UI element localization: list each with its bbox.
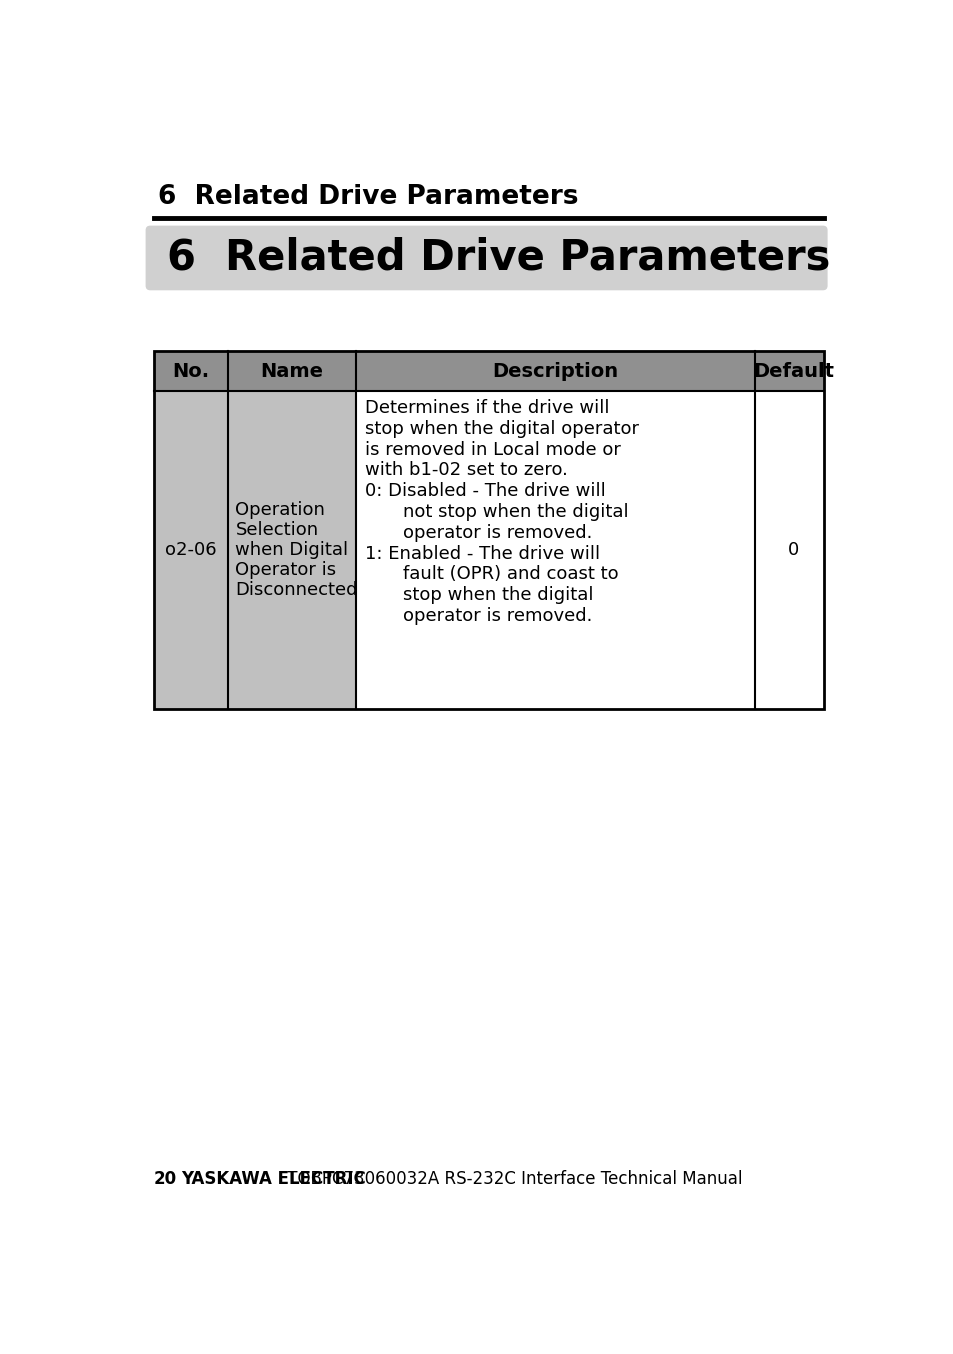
- Text: Name: Name: [260, 362, 323, 380]
- Text: operator is removed.: operator is removed.: [380, 524, 592, 542]
- Text: Description: Description: [492, 362, 618, 380]
- Text: o2-06: o2-06: [165, 542, 216, 559]
- Bar: [754, 391, 831, 709]
- Text: 0: Disabled - The drive will: 0: Disabled - The drive will: [365, 482, 605, 500]
- Text: stop when the digital: stop when the digital: [380, 586, 594, 604]
- Text: not stop when the digital: not stop when the digital: [380, 504, 628, 521]
- Text: No.: No.: [172, 362, 210, 380]
- Text: is removed in Local mode or: is removed in Local mode or: [365, 440, 620, 459]
- Text: YASKAWA ELECTRIC: YASKAWA ELECTRIC: [181, 1170, 366, 1187]
- Bar: [228, 391, 355, 709]
- Text: fault (OPR) and coast to: fault (OPR) and coast to: [380, 566, 618, 584]
- Text: TOBPC73060032A RS-232C Interface Technical Manual: TOBPC73060032A RS-232C Interface Technic…: [281, 1170, 741, 1187]
- Bar: [154, 351, 823, 709]
- Text: operator is removed.: operator is removed.: [380, 607, 592, 626]
- Text: Operator is: Operator is: [235, 561, 336, 580]
- Text: 6  Related Drive Parameters: 6 Related Drive Parameters: [158, 184, 578, 210]
- Text: Disconnected: Disconnected: [235, 581, 357, 600]
- FancyBboxPatch shape: [146, 226, 827, 290]
- Bar: [154, 351, 823, 391]
- Text: 6  Related Drive Parameters: 6 Related Drive Parameters: [167, 237, 830, 279]
- Text: stop when the digital operator: stop when the digital operator: [365, 420, 639, 437]
- Text: with b1-02 set to zero.: with b1-02 set to zero.: [365, 462, 567, 479]
- Text: 0: 0: [787, 542, 799, 559]
- Bar: [154, 391, 228, 709]
- Text: 20: 20: [154, 1170, 177, 1187]
- Text: Operation: Operation: [235, 501, 325, 519]
- Bar: [355, 391, 754, 709]
- Text: when Digital: when Digital: [235, 542, 348, 559]
- Text: Determines if the drive will: Determines if the drive will: [365, 399, 609, 417]
- Text: Default: Default: [752, 362, 833, 380]
- Text: 1: Enabled - The drive will: 1: Enabled - The drive will: [365, 544, 599, 563]
- Text: Selection: Selection: [235, 521, 318, 539]
